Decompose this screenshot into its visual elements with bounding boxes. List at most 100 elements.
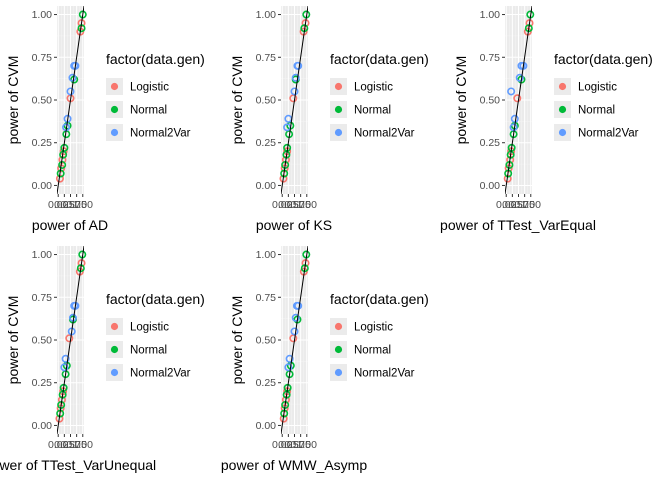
y-tick-label: 0.00 [256,180,277,192]
y-tick-label: 0.75 [256,292,277,304]
legend-swatch-normal [558,105,567,114]
identity-line [505,6,532,194]
x-tick-label: 1.00 [73,199,94,211]
chart-panel-2: 0.000.250.500.751.000.000.250.500.751.00… [229,6,429,233]
legend-swatch-normal [334,345,343,354]
legend-label: Normal [354,345,391,357]
legend-swatch-logistic [110,82,119,91]
legend-title: factor(data.gen) [106,291,205,307]
data-point-normal2var [285,354,294,363]
legend: factor(data.gen) Logistic Normal Normal2Var [106,51,205,141]
data-point-normal2var [294,61,303,70]
y-tick-label: 1.00 [256,249,277,261]
chart-panel-5: 0.000.250.500.751.000.000.250.500.751.00… [221,246,429,473]
y-tick-label: 1.00 [480,9,501,21]
x-axis-title: power of WMW_Asymp [221,457,367,473]
legend-label: Normal [578,105,615,117]
legend-label: Logistic [354,322,393,334]
x-tick-label: 0.75 [290,439,311,451]
legend-label: Normal2Var [354,368,415,380]
y-axis-title: power of CVM [453,56,469,145]
identity-line [57,246,84,434]
data-point-normal2var [515,73,524,82]
data-point-normal2var [509,123,518,132]
y-tick-label: 0.00 [480,180,501,192]
x-tick-label: 1.00 [297,439,318,451]
y-tick-label: 0.75 [256,52,277,64]
x-axis-title: power of AD [32,217,108,233]
chart-panel-3: 0.000.250.500.751.000.000.250.500.751.00… [440,6,653,233]
data-point-normal2var [291,73,300,82]
legend: factor(data.gen) Logistic Normal Normal2Var [330,291,429,381]
x-tick-label: 0.00 [48,439,69,451]
y-tick-label: 1.00 [32,9,53,21]
legend-swatch-normal2var [110,368,119,377]
y-tick-label: 0.50 [256,335,277,347]
y-tick-label: 0.25 [256,377,277,389]
y-tick-label: 0.75 [32,52,53,64]
legend-swatch-normal2var [558,128,567,137]
legend-swatch-logistic [334,322,343,331]
chart-panel-4: 0.000.250.500.751.000.000.250.500.751.00… [0,246,205,473]
legend-swatch-logistic [558,82,567,91]
legend-swatch-normal2var [334,128,343,137]
data-point-normal2var [61,354,70,363]
legend-title: factor(data.gen) [330,51,429,67]
y-tick-label: 0.00 [256,420,277,432]
x-tick-label: 0.50 [60,199,81,211]
legend-label: Normal [354,105,391,117]
legend-label: Logistic [130,322,169,334]
data-point-normal2var [290,87,299,96]
legend-label: Logistic [130,82,169,94]
data-point-normal2var [68,73,77,82]
legend: factor(data.gen) Logistic Normal Normal2Var [330,51,429,141]
x-axis-title: power of TTest_VarEqual [440,217,596,233]
data-point-logistic [65,334,74,343]
data-point-normal2var [60,363,69,372]
legend-swatch-normal [110,345,119,354]
data-point-normal2var [507,87,516,96]
x-tick-label: 0.75 [290,199,311,211]
x-tick-label: 0.00 [272,199,293,211]
legend-swatch-normal [110,105,119,114]
legend-label: Normal2Var [354,128,415,140]
legend-swatch-logistic [110,322,119,331]
y-tick-label: 0.00 [32,420,53,432]
legend: factor(data.gen) Logistic Normal Normal2Var [106,291,205,381]
y-axis-title: power of CVM [229,296,245,385]
legend-title: factor(data.gen) [554,51,653,67]
x-tick-label: 0.75 [66,439,87,451]
x-tick-label: 0.25 [54,439,75,451]
x-tick-label: 0.25 [278,199,299,211]
x-tick-label: 0.50 [284,439,305,451]
data-point-normal2var [290,327,299,336]
x-tick-label: 0.50 [508,199,529,211]
y-tick-label: 0.25 [32,137,53,149]
y-tick-label: 0.75 [480,52,501,64]
data-point-normal2var [66,87,75,96]
x-tick-label: 1.00 [521,199,542,211]
y-tick-label: 0.25 [480,137,501,149]
y-tick-label: 1.00 [256,9,277,21]
y-tick-label: 1.00 [32,249,53,261]
data-point-normal2var [294,301,303,310]
y-tick-label: 0.75 [32,292,53,304]
identity-line [281,246,308,434]
x-tick-label: 0.25 [54,199,75,211]
y-tick-label: 0.50 [32,335,53,347]
x-tick-label: 0.00 [272,439,293,451]
legend-swatch-normal2var [334,368,343,377]
legend-label: Logistic [354,82,393,94]
y-axis-title: power of CVM [229,56,245,145]
y-axis-title: power of CVM [5,56,21,145]
x-tick-label: 0.75 [514,199,535,211]
y-tick-label: 0.50 [32,95,53,107]
x-tick-label: 0.75 [66,199,87,211]
y-axis-title: power of CVM [5,296,21,385]
legend-title: factor(data.gen) [330,291,429,307]
x-axis-title: power of TTest_VarUnequal [0,457,156,473]
identity-line [57,6,84,194]
legend-label: Normal [130,105,167,117]
legend-swatch-normal2var [110,128,119,137]
